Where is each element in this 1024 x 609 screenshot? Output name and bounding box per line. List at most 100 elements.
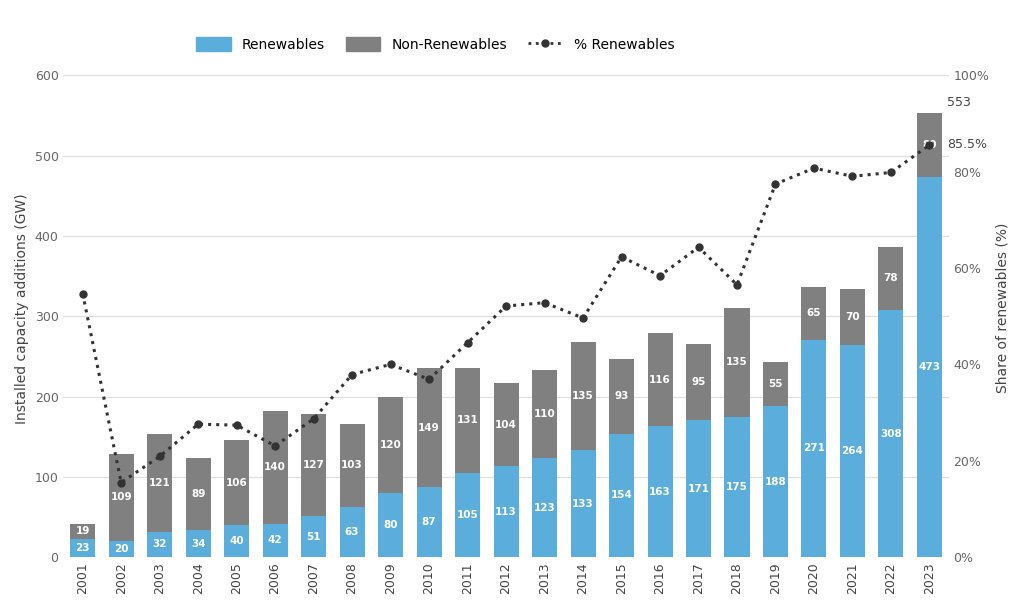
Bar	[109, 454, 134, 541]
Bar	[378, 396, 403, 493]
Bar	[185, 530, 211, 557]
Text: 113: 113	[496, 507, 517, 517]
Bar	[763, 406, 788, 557]
Bar	[609, 359, 634, 434]
% Renewables	[115, 479, 127, 486]
Bar	[686, 420, 711, 557]
% Renewables	[462, 339, 474, 347]
% Renewables	[77, 290, 89, 297]
Bar	[109, 541, 134, 557]
Text: 106: 106	[225, 477, 248, 488]
Text: 104: 104	[496, 420, 517, 430]
% Renewables	[230, 421, 243, 429]
Text: 89: 89	[190, 489, 206, 499]
Text: 271: 271	[803, 443, 825, 454]
Text: 42: 42	[268, 535, 283, 546]
Text: 188: 188	[765, 477, 786, 487]
% Renewables	[269, 442, 282, 449]
Text: 93: 93	[614, 391, 629, 401]
Bar	[725, 417, 750, 557]
Bar	[301, 414, 326, 516]
% Renewables	[885, 169, 897, 176]
Text: 105: 105	[457, 510, 478, 520]
Bar	[71, 524, 95, 539]
Text: 109: 109	[111, 493, 132, 502]
% Renewables	[924, 141, 936, 149]
Bar	[494, 383, 518, 466]
Text: 163: 163	[649, 487, 671, 497]
Bar	[570, 342, 596, 451]
Text: 34: 34	[190, 538, 206, 549]
Bar	[262, 411, 288, 524]
Bar	[71, 539, 95, 557]
Text: 154: 154	[610, 490, 633, 501]
Bar	[916, 113, 942, 177]
Text: 308: 308	[880, 429, 902, 438]
Text: 80: 80	[383, 520, 398, 530]
Bar	[879, 247, 903, 310]
Bar	[224, 525, 249, 557]
Text: 264: 264	[842, 446, 863, 456]
Text: 121: 121	[148, 478, 171, 488]
Bar	[570, 451, 596, 557]
Text: 65: 65	[807, 308, 821, 319]
% Renewables	[731, 281, 743, 289]
% Renewables	[808, 164, 820, 172]
Text: 131: 131	[457, 415, 478, 425]
Bar	[147, 532, 172, 557]
Bar	[262, 524, 288, 557]
Text: 116: 116	[649, 375, 671, 385]
Bar	[802, 287, 826, 340]
Text: 171: 171	[687, 484, 710, 493]
% Renewables	[539, 299, 551, 306]
% Renewables	[346, 371, 358, 378]
Text: 127: 127	[303, 460, 325, 470]
% Renewables	[500, 303, 512, 310]
Legend: Renewables, Non-Renewables, % Renewables: Renewables, Non-Renewables, % Renewables	[190, 31, 680, 57]
Text: 40: 40	[229, 536, 244, 546]
Bar	[340, 424, 365, 507]
% Renewables	[191, 421, 204, 428]
Bar	[647, 333, 673, 426]
Text: 123: 123	[534, 503, 555, 513]
Text: 70: 70	[845, 312, 860, 322]
Bar	[417, 368, 441, 487]
% Renewables	[654, 272, 667, 280]
Bar	[224, 440, 249, 525]
% Renewables	[847, 173, 859, 180]
Text: 32: 32	[153, 540, 167, 549]
% Renewables	[577, 314, 589, 322]
Text: 103: 103	[341, 460, 362, 470]
Bar	[686, 343, 711, 420]
Bar	[840, 345, 865, 557]
Bar	[763, 362, 788, 406]
Bar	[725, 308, 750, 417]
Text: 140: 140	[264, 462, 286, 473]
Text: 87: 87	[422, 517, 436, 527]
Text: 55: 55	[768, 379, 782, 389]
Bar	[340, 507, 365, 557]
Text: 78: 78	[884, 273, 898, 283]
Bar	[647, 426, 673, 557]
Bar	[879, 310, 903, 557]
Y-axis label: Share of renewables (%): Share of renewables (%)	[995, 223, 1009, 393]
% Renewables	[384, 361, 396, 368]
Bar	[455, 473, 480, 557]
Y-axis label: Installed capacity additions (GW): Installed capacity additions (GW)	[15, 193, 29, 423]
Bar	[609, 434, 634, 557]
Text: 85.5%: 85.5%	[947, 138, 987, 152]
Text: 135: 135	[572, 391, 594, 401]
Text: 473: 473	[919, 362, 940, 372]
% Renewables	[615, 253, 628, 261]
Text: 553: 553	[947, 96, 971, 109]
Bar	[916, 177, 942, 557]
Bar	[185, 459, 211, 530]
Text: 149: 149	[418, 423, 440, 432]
Bar	[455, 368, 480, 473]
Text: 80: 80	[923, 140, 937, 150]
% Renewables	[692, 244, 705, 251]
Text: 175: 175	[726, 482, 748, 492]
Line: % Renewables: % Renewables	[79, 141, 933, 486]
Bar	[802, 340, 826, 557]
% Renewables	[307, 415, 319, 423]
